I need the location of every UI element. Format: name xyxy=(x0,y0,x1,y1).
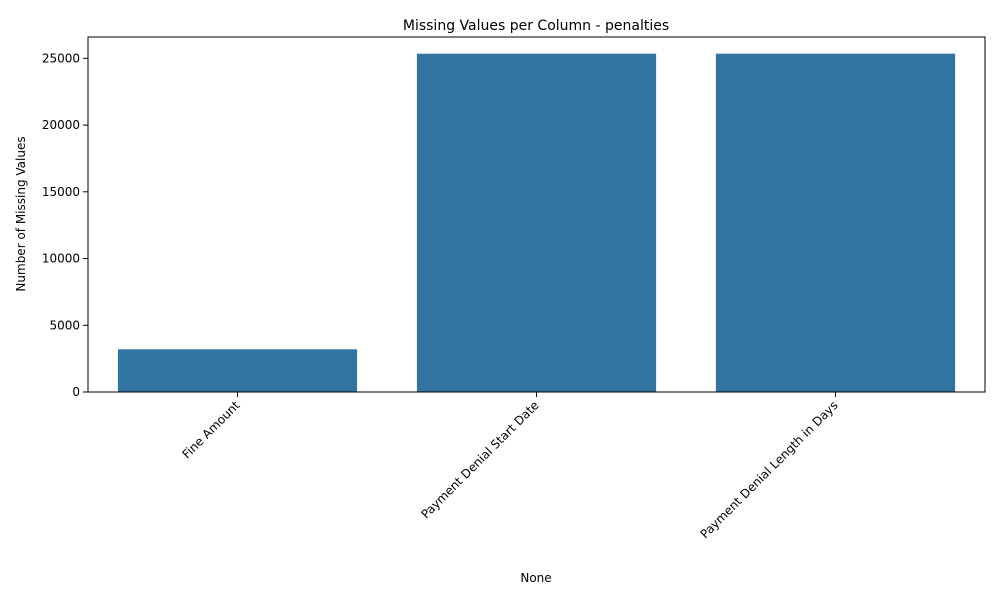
y-axis-title: Number of Missing Values xyxy=(14,136,28,291)
x-axis-title: None xyxy=(520,571,551,585)
y-tick-label: 25000 xyxy=(42,51,80,65)
bar xyxy=(117,349,358,392)
y-tick-label: 20000 xyxy=(42,118,80,132)
bar xyxy=(416,53,657,392)
y-tick-label: 15000 xyxy=(42,185,80,199)
chart-title: Missing Values per Column - penalties xyxy=(403,18,669,34)
x-tick-label: Fine Amount xyxy=(179,398,242,461)
x-tick-label: Payment Denial Length in Days xyxy=(698,398,841,541)
y-axis-ticks: 0 5000 10000 15000 20000 25000 xyxy=(42,51,88,399)
y-tick-label: 0 xyxy=(72,385,80,399)
y-tick-label: 10000 xyxy=(42,252,80,266)
bar xyxy=(715,53,956,392)
plot-frame xyxy=(87,36,986,393)
x-tick-label: Payment Denial Start Date xyxy=(418,398,541,521)
x-axis-ticks: Fine Amount Payment Denial Start Date Paym… xyxy=(179,392,841,541)
bars-group xyxy=(117,53,956,392)
y-tick-label: 5000 xyxy=(49,318,80,332)
